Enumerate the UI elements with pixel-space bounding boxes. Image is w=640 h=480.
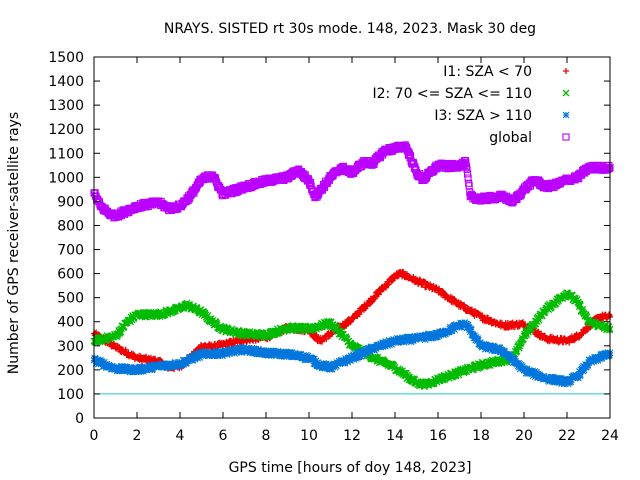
data-point	[341, 359, 349, 367]
series-2	[90, 289, 614, 391]
y-tick-label: 1300	[48, 98, 84, 114]
x-tick-label: 0	[90, 428, 99, 444]
y-tick-label: 1500	[48, 50, 84, 66]
legend-marker	[562, 133, 570, 141]
series-4	[90, 141, 614, 222]
data-point	[477, 339, 484, 346]
data-point	[196, 354, 204, 361]
x-axis-label: GPS time [hours of doy 148, 2023]	[229, 460, 472, 476]
data-point	[356, 311, 363, 318]
data-point	[498, 346, 506, 354]
data-point	[464, 174, 472, 182]
data-point	[194, 354, 202, 362]
x-tick-label: 22	[558, 428, 576, 444]
data-point	[555, 379, 563, 387]
data-point	[405, 150, 414, 158]
data-point	[567, 376, 575, 384]
y-tick-label: 200	[57, 363, 84, 379]
x-tick-label: 24	[601, 428, 619, 444]
data-point	[606, 351, 613, 359]
data-point	[390, 362, 398, 370]
chart-title: NRAYS. SISTED rt 30s mode. 148, 2023. Ma…	[164, 21, 536, 37]
data-point	[260, 347, 268, 354]
data-point	[590, 358, 598, 365]
data-point	[304, 175, 313, 183]
data-point	[314, 359, 321, 366]
data-point	[148, 361, 155, 369]
legend-marker	[562, 89, 570, 97]
data-point	[138, 363, 146, 371]
x-tick-label: 20	[515, 428, 533, 444]
data-point	[560, 380, 568, 388]
y-tick-label: 100	[57, 387, 84, 403]
series-3	[90, 319, 614, 388]
data-point	[448, 327, 456, 335]
data-point	[237, 345, 245, 352]
data-point	[92, 355, 100, 363]
data-point	[584, 361, 592, 369]
data-point	[606, 312, 613, 319]
x-tick-label: 16	[429, 428, 447, 444]
legend-label: I1: SZA < 70	[443, 64, 532, 80]
legend-marker	[563, 68, 569, 74]
data-point	[510, 355, 518, 363]
legend-label: I3: SZA > 110	[434, 108, 532, 124]
y-tick-label: 400	[57, 315, 84, 331]
y-tick-label: 1200	[48, 122, 84, 138]
data-point	[372, 345, 380, 353]
data-point	[606, 326, 613, 334]
data-point	[328, 365, 336, 373]
data-point	[605, 164, 614, 172]
x-tick-label: 6	[219, 428, 228, 444]
y-tick-label: 800	[57, 218, 84, 234]
y-tick-label: 0	[75, 411, 84, 427]
y-tick-label: 1400	[48, 74, 84, 90]
data-point	[577, 371, 584, 378]
data-point	[520, 335, 527, 343]
y-axis-label: Number of GPS receiver-satellite rays	[6, 112, 22, 374]
data-point	[467, 326, 475, 334]
x-tick-label: 2	[133, 428, 142, 444]
data-point	[580, 366, 588, 374]
data-point	[461, 162, 469, 170]
data-point	[464, 170, 472, 178]
x-tick-label: 12	[343, 428, 361, 444]
data-point	[579, 305, 587, 313]
y-tick-label: 900	[57, 194, 84, 210]
data-point	[463, 165, 471, 173]
legend-label: global	[489, 130, 532, 146]
y-tick-label: 700	[57, 243, 84, 259]
data-point	[408, 333, 416, 341]
data-point	[582, 312, 590, 320]
y-tick-label: 1000	[48, 170, 84, 186]
x-tick-label: 4	[176, 428, 185, 444]
y-tick-label: 300	[57, 339, 84, 355]
x-tick-label: 10	[300, 428, 318, 444]
data-point	[128, 365, 136, 373]
x-tick-label: 8	[262, 428, 271, 444]
y-tick-label: 600	[57, 267, 84, 283]
y-tick-label: 1100	[48, 146, 84, 162]
data-point	[171, 358, 179, 366]
x-tick-label: 14	[386, 428, 404, 444]
legend-label: I2: 70 <= SZA <= 110	[372, 86, 532, 102]
x-tick-label: 18	[472, 428, 490, 444]
data-point	[219, 352, 226, 360]
data-point	[302, 351, 310, 359]
data-point	[180, 360, 188, 368]
y-tick-label: 500	[57, 291, 84, 307]
series-1	[91, 268, 613, 372]
legend-marker	[562, 111, 570, 119]
